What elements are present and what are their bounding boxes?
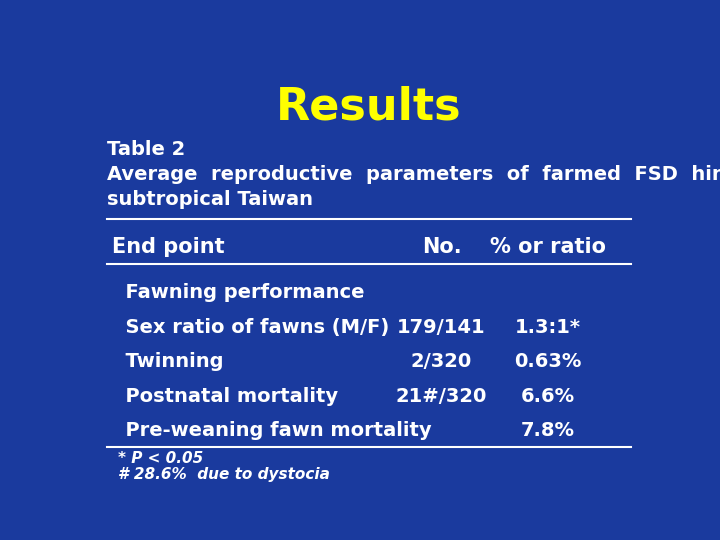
Text: 6.6%: 6.6% <box>521 387 575 406</box>
Text: 179/141: 179/141 <box>397 318 486 336</box>
Text: Results: Results <box>276 85 462 129</box>
Text: Table 2: Table 2 <box>107 140 185 159</box>
Text: 0.63%: 0.63% <box>514 352 581 371</box>
Text: 7.8%: 7.8% <box>521 421 575 440</box>
Text: Sex ratio of fawns (M/F): Sex ratio of fawns (M/F) <box>112 318 390 336</box>
Text: Postnatal mortality: Postnatal mortality <box>112 387 338 406</box>
Text: # 28.6%  due to dystocia: # 28.6% due to dystocia <box>118 467 330 482</box>
Text: % or ratio: % or ratio <box>490 238 606 258</box>
Text: * P < 0.05: * P < 0.05 <box>118 451 203 465</box>
Text: No.: No. <box>422 238 462 258</box>
Text: subtropical Taiwan: subtropical Taiwan <box>107 190 312 208</box>
Text: Twinning: Twinning <box>112 352 224 371</box>
Text: 21#/320: 21#/320 <box>396 387 487 406</box>
Text: 1.3:1*: 1.3:1* <box>515 318 580 336</box>
Text: End point: End point <box>112 238 225 258</box>
Text: Pre-weaning fawn mortality: Pre-weaning fawn mortality <box>112 421 432 440</box>
Text: Average  reproductive  parameters  of  farmed  FSD  hinds  in: Average reproductive parameters of farme… <box>107 165 720 184</box>
Text: 2/320: 2/320 <box>411 352 472 371</box>
Text: Fawning performance: Fawning performance <box>112 283 365 302</box>
